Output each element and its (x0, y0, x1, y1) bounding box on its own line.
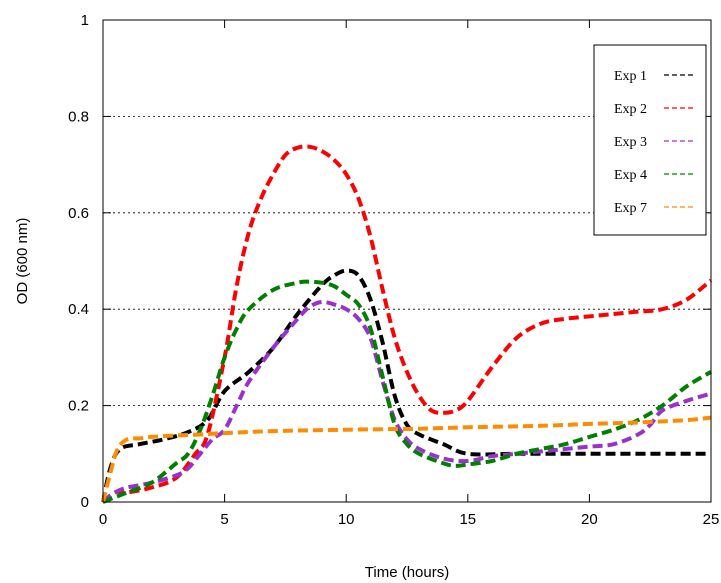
legend-label: Exp 1 (614, 69, 647, 84)
x-tick-label: 15 (459, 511, 476, 528)
y-tick-label: 0 (81, 494, 89, 511)
y-tick-label: 0.4 (68, 301, 89, 318)
legend-label: Exp 3 (614, 135, 647, 150)
legend-label: Exp 4 (614, 168, 647, 183)
series-line-exp-7 (101, 415, 712, 503)
series-line-exp-2 (101, 144, 713, 504)
legend-label: Exp 2 (614, 102, 647, 117)
y-tick-label: 0.6 (68, 205, 89, 222)
y-tick-label: 0.8 (68, 108, 89, 125)
series-line-exp-3 (101, 299, 712, 504)
plot-area-frame (102, 19, 712, 503)
legend-label: Exp 7 (614, 201, 647, 216)
y-axis-label: OD (600 nm) (14, 218, 31, 305)
x-tick-label: 5 (220, 511, 228, 528)
x-axis-label: Time (hours) (365, 564, 449, 581)
x-tick-label: 10 (338, 511, 355, 528)
y-tick-label: 1 (81, 12, 89, 29)
series-line-exp-1 (101, 268, 711, 503)
legend: Exp 1 Exp 2 Exp 3 Exp 4 Exp 7 (593, 44, 707, 236)
x-tick-label: 0 (99, 511, 107, 528)
y-tick-label: 0.2 (68, 398, 89, 415)
series-lines (101, 144, 713, 504)
series-line-exp-4 (102, 279, 713, 504)
x-tick-label: 25 (703, 511, 720, 528)
x-tick-label: 20 (581, 511, 598, 528)
legend-box (593, 44, 707, 236)
